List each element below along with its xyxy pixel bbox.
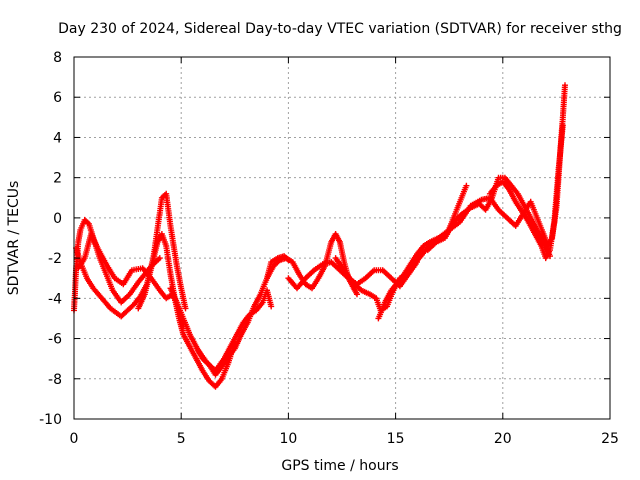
axis-ticks: 0 5 10 15 20 25 -10 -8 -6 -4 -2 0 2 4 6 8: [39, 50, 619, 447]
series-markers: [73, 190, 189, 320]
y-tick-label: 6: [53, 90, 62, 106]
x-tick-label: 20: [494, 431, 512, 447]
y-tick-label: 0: [53, 211, 62, 227]
series-markers: [71, 216, 163, 314]
series-arc12: [435, 82, 568, 249]
x-tick-label: 10: [279, 431, 297, 447]
series-arc13: [486, 122, 566, 262]
x-axis-label: GPS time / hours: [281, 458, 398, 474]
y-tick-label: -4: [48, 291, 62, 307]
series-markers: [195, 287, 275, 374]
x-tick-label: 5: [177, 431, 186, 447]
x-tick-label: 0: [70, 431, 79, 447]
y-tick-label: -6: [48, 332, 62, 348]
series-arc2: [73, 190, 189, 320]
data-series: [71, 82, 568, 390]
y-tick-label: -8: [48, 372, 62, 388]
series-arc11: [424, 174, 553, 260]
y-tick-label: 2: [53, 171, 62, 187]
series-markers: [264, 231, 360, 298]
chart-title: Day 230 of 2024, Sidereal Day-to-day VTE…: [58, 21, 622, 37]
series-markers: [135, 231, 238, 390]
series-markers: [424, 174, 553, 260]
y-tick-label: 4: [53, 130, 62, 146]
series-arc1: [71, 216, 163, 314]
y-axis-label: SDTVAR / TECUs: [6, 181, 22, 296]
series-markers: [435, 82, 568, 249]
y-tick-label: 8: [53, 50, 62, 66]
series-arc4: [135, 231, 238, 390]
series-markers: [486, 122, 566, 262]
x-tick-label: 15: [387, 431, 405, 447]
y-tick-label: -10: [39, 412, 62, 428]
x-tick-label: 25: [601, 431, 619, 447]
series-arc7: [264, 231, 360, 298]
plot-frame: [73, 56, 611, 420]
series-arc6: [195, 287, 275, 374]
y-tick-label: -2: [48, 251, 62, 267]
